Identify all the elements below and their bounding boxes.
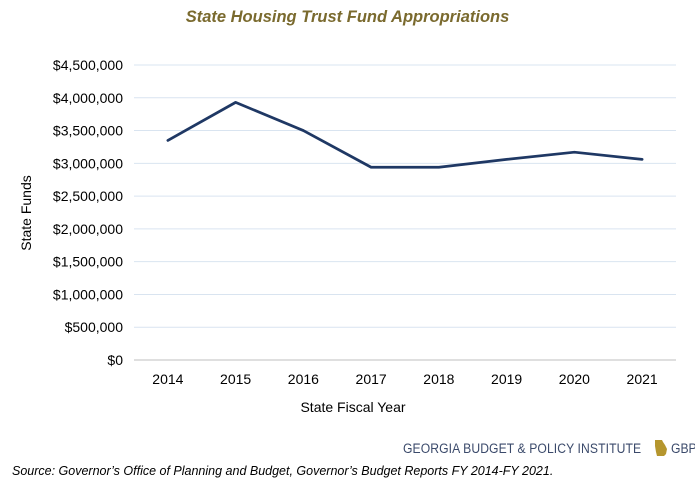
georgia-state-shape-icon [654, 440, 667, 456]
y-axis-tick-labels: $0 $500,000 $1,000,000 $1,500,000 $2,000,000… [53, 57, 123, 368]
y-tick-label: $2,500,000 [53, 188, 123, 204]
gbpi-logo: GEORGIA BUDGET & POLICY INSTITUTE GBPI.o… [403, 438, 695, 458]
y-tick-label: $500,000 [65, 319, 124, 335]
org-website: GBPI.org [670, 440, 695, 456]
x-axis-title: State Fiscal Year [300, 399, 405, 415]
x-tick-label: 2014 [152, 371, 183, 387]
gridlines [134, 64, 676, 361]
x-axis-tick-labels: 2014 2015 2016 2017 2018 2019 2020 2021 [152, 371, 658, 387]
x-tick-label: 2018 [423, 371, 454, 387]
y-tick-label: $2,000,000 [53, 221, 123, 237]
y-tick-label: $0 [107, 352, 123, 368]
x-tick-label: 2015 [220, 371, 251, 387]
series-line [166, 100, 644, 169]
x-tick-label: 2021 [627, 371, 658, 387]
x-tick-label: 2017 [356, 371, 387, 387]
org-name: GEORGIA BUDGET & POLICY INSTITUTE [403, 440, 642, 456]
y-tick-label: $3,000,000 [53, 155, 123, 171]
x-tick-label: 2019 [491, 371, 522, 387]
chart-title: State Housing Trust Fund Appropriations [185, 8, 510, 26]
y-tick-label: $4,500,000 [53, 57, 123, 73]
x-tick-label: 2020 [559, 371, 590, 387]
x-tick-label: 2016 [288, 371, 319, 387]
y-tick-label: $1,000,000 [53, 286, 123, 302]
y-tick-label: $1,500,000 [53, 254, 123, 270]
y-tick-label: $3,500,000 [53, 123, 123, 139]
series-layer [166, 100, 644, 169]
source-note: Source: Governor’s Office of Planning an… [12, 464, 554, 478]
y-axis-title: State Funds [18, 175, 34, 251]
y-tick-label: $4,000,000 [53, 90, 123, 106]
